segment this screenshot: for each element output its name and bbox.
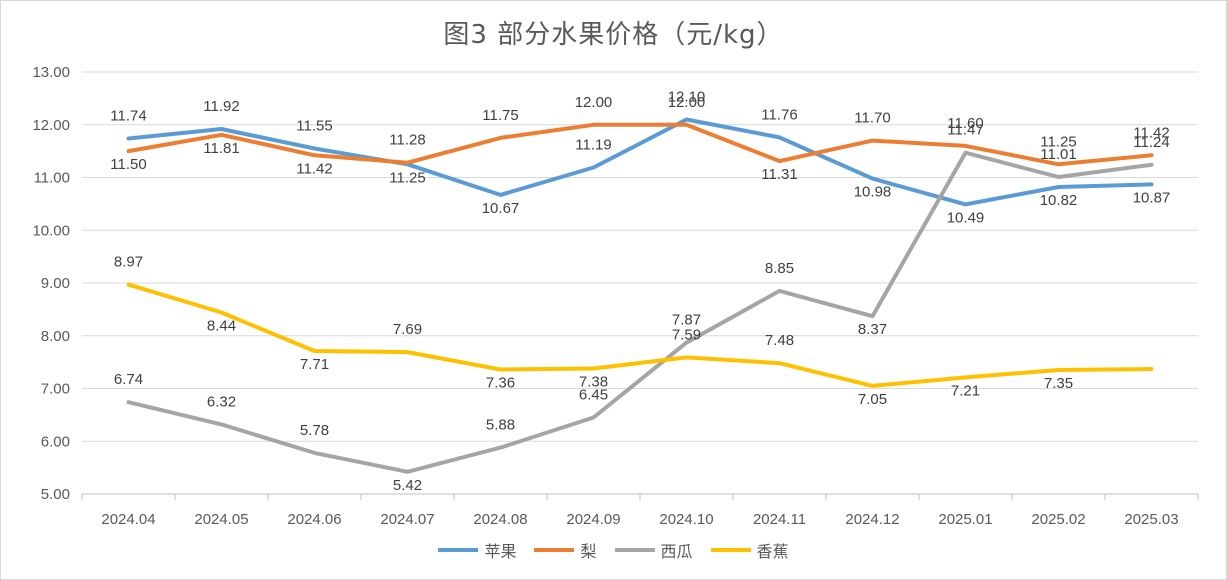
- y-tick-label: 6.00: [41, 433, 70, 450]
- data-label-watermelon: 6.32: [207, 393, 236, 410]
- x-tick-label: 2024.06: [287, 511, 341, 528]
- data-label-apple: 12.10: [668, 88, 706, 105]
- series-lines: [126, 117, 1154, 474]
- data-label-pear: 11.60: [947, 115, 983, 132]
- legend-label-pear: 梨: [580, 542, 597, 561]
- y-tick-label: 10.00: [32, 222, 70, 239]
- data-label-watermelon: 7.87: [672, 312, 701, 329]
- legend-swatch-apple: [438, 548, 479, 552]
- x-tick-label: 2024.08: [473, 511, 527, 528]
- gridlines: [82, 71, 1198, 442]
- data-label-apple: 11.25: [389, 169, 425, 186]
- data-label-watermelon: 11.47: [947, 122, 983, 139]
- series-line-banana: [126, 282, 1154, 388]
- y-tick-label: 13.00: [32, 64, 70, 81]
- data-label-watermelon: 5.88: [486, 417, 515, 434]
- series-line-pear: [126, 122, 1154, 167]
- chart-title: 图3 部分水果价格（元/kg）: [443, 20, 784, 50]
- legend-label-watermelon: 西瓜: [660, 542, 693, 561]
- data-label-pear: 11.25: [1040, 133, 1076, 150]
- data-label-banana: 7.05: [858, 391, 887, 408]
- legend: 苹果 梨 西瓜 香蕉: [0, 538, 1227, 562]
- x-tick-label: 2024.12: [845, 511, 899, 528]
- data-label-watermelon: 6.45: [579, 387, 608, 404]
- legend-swatch-watermelon: [614, 548, 655, 552]
- data-label-pear: 11.75: [482, 107, 518, 124]
- x-tick-label: 2024.11: [753, 511, 806, 528]
- x-tick-label: 2024.07: [380, 511, 434, 528]
- data-labels: 11.74 11.92 11.55 11.25 10.67 11.19 12.10 11.76…: [110, 88, 1227, 493]
- legend-swatch-pear: [534, 548, 575, 552]
- y-tick-label: 9.00: [41, 275, 70, 292]
- y-tick-label: 7.00: [41, 381, 70, 398]
- data-label-banana: 8.97: [114, 254, 143, 271]
- series-line-watermelon: [126, 150, 1154, 474]
- x-tick-label: 2024.10: [659, 511, 713, 528]
- data-label-banana: 7.48: [765, 332, 794, 349]
- data-label-watermelon: 5.78: [300, 422, 329, 439]
- data-label-apple: 10.82: [1040, 192, 1078, 209]
- data-label-watermelon: 8.37: [858, 321, 887, 338]
- y-tick-label: 8.00: [41, 328, 70, 345]
- legend-swatch-banana: [710, 548, 751, 552]
- x-tick-label: 2025.03: [1124, 511, 1178, 528]
- data-label-pear: 11.28: [389, 132, 425, 149]
- data-label-pear: 12.00: [575, 94, 613, 111]
- data-label-pear: 11.81: [203, 140, 239, 157]
- data-label-apple: 11.55: [296, 117, 332, 134]
- data-label-apple: 10.98: [854, 184, 892, 201]
- data-label-apple: 10.67: [482, 200, 520, 217]
- data-label-apple: 11.92: [203, 98, 239, 115]
- data-label-watermelon: 5.42: [393, 477, 422, 494]
- x-tick-label: 2024.09: [566, 511, 620, 528]
- x-tick-label: 2024.04: [101, 511, 155, 528]
- legend-label-banana: 香蕉: [756, 542, 789, 561]
- data-label-pear: 11.70: [854, 110, 890, 127]
- data-label-apple: 10.87: [1133, 189, 1171, 206]
- data-label-apple: 11.76: [761, 106, 797, 123]
- x-tick-label: 2025.02: [1031, 511, 1085, 528]
- legend-item-pear: 梨: [534, 538, 597, 562]
- data-label-watermelon: 11.01: [1040, 146, 1076, 163]
- x-tick-label: 2025.01: [938, 511, 992, 528]
- y-axis-ticks: 5.00 6.00 7.00 8.00 9.00 10.00 11.00 12.00 13.00: [32, 64, 70, 503]
- data-label-watermelon: 11.24: [1133, 134, 1169, 151]
- data-label-watermelon: 6.74: [114, 371, 143, 388]
- legend-label-apple: 苹果: [484, 542, 517, 561]
- x-tick-label: 2024.05: [194, 511, 248, 528]
- x-axis: 2024.04 2024.05 2024.06 2024.07 2024.08 2024.…: [81, 493, 1199, 528]
- y-tick-label: 12.00: [32, 117, 70, 134]
- data-label-pear: 11.42: [1133, 124, 1169, 141]
- data-label-watermelon: 8.85: [765, 260, 794, 277]
- data-label-pear: 12.00: [668, 94, 706, 111]
- data-label-banana: 7.59: [672, 326, 701, 343]
- data-label-banana: 7.21: [951, 382, 980, 399]
- legend-item-banana: 香蕉: [710, 538, 789, 562]
- y-tick-label: 5.00: [41, 486, 70, 503]
- data-label-pear: 11.50: [110, 156, 146, 173]
- data-label-banana: 8.44: [207, 318, 236, 335]
- data-label-banana: 7.69: [393, 321, 422, 338]
- data-label-banana: 7.36: [486, 375, 515, 392]
- legend-item-apple: 苹果: [438, 538, 516, 562]
- legend-item-watermelon: 西瓜: [614, 538, 693, 562]
- data-label-pear: 11.31: [761, 166, 797, 183]
- data-label-banana: 7.71: [300, 356, 329, 373]
- data-label-banana: 7.38: [579, 373, 608, 390]
- data-label-pear: 11.42: [296, 160, 332, 177]
- data-label-apple: 11.19: [575, 136, 611, 153]
- series-line-apple: [126, 117, 1154, 207]
- data-label-banana: 7.35: [1044, 375, 1073, 392]
- y-tick-label: 11.00: [34, 170, 70, 187]
- data-label-apple: 10.49: [947, 209, 985, 226]
- data-label-apple: 11.74: [110, 107, 146, 124]
